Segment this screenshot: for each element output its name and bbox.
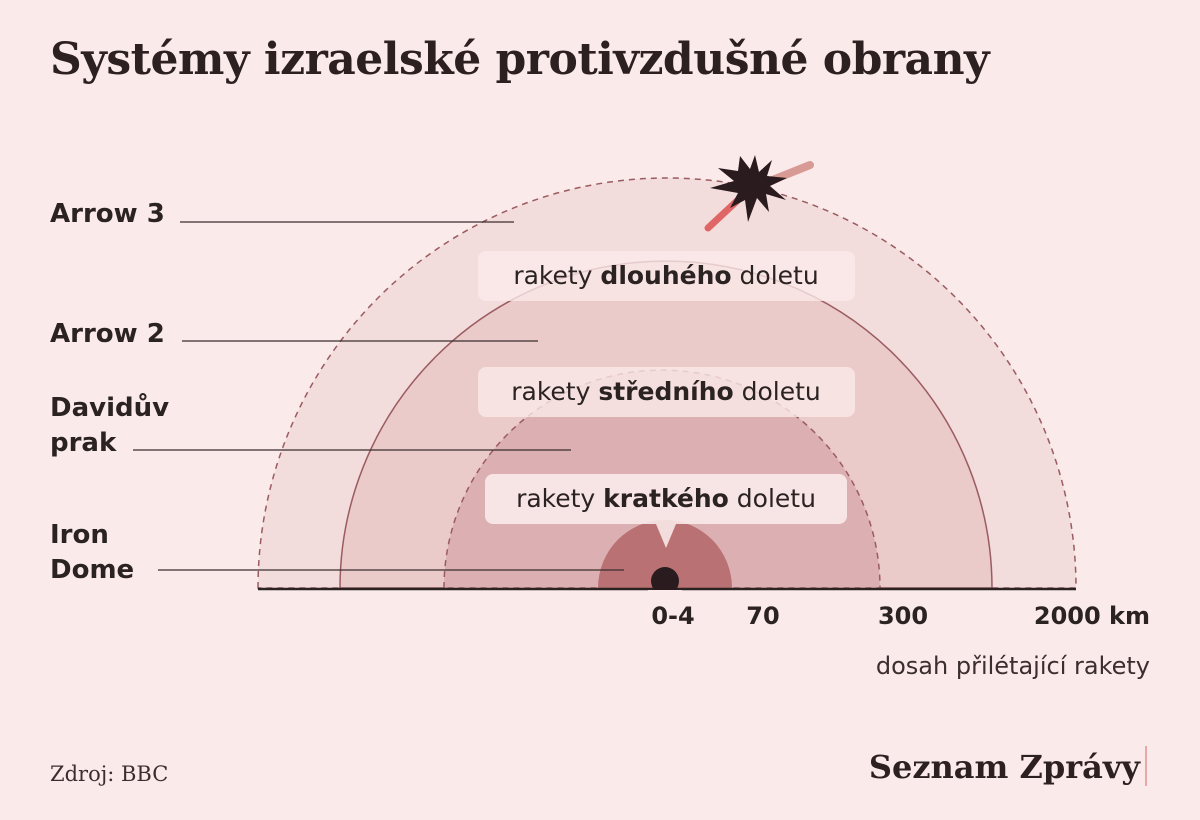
long-range-label: rakety dlouhého doletu [513,261,818,290]
axis-label: dosah přilétající rakety [876,652,1150,680]
system-label-arrow3: Arrow 3 [50,199,165,229]
origin-marker-mask [648,590,682,598]
short-range-callout: rakety kratkého doletu [485,474,847,548]
axis-tick-2000-km: 2000 km [1034,602,1150,630]
system-label-arrow2: Arrow 2 [50,319,165,349]
iron-dome-range-arc [598,520,732,588]
origin-marker [651,567,679,595]
axis-tick-0-4: 0-4 [651,602,694,630]
short-range-label: rakety kratkého doletu [516,484,816,513]
explosion-icon [710,155,787,222]
long-range-callout: rakety dlouhého doletu [478,251,855,301]
axis-tick-70: 70 [746,602,779,630]
source-credit: Zdroj: BBC [50,762,169,786]
medium-range-callout: rakety středního doletu [478,367,855,417]
medium-range-label: rakety středního doletu [511,377,821,406]
axis-tick-300: 300 [878,602,928,630]
brand-accent-bar [1145,746,1147,786]
system-label-davids-sling: Davidův prak [50,392,178,458]
interception-illustration [704,155,814,232]
brand-logo: Seznam Zprávy [868,748,1140,786]
system-label-iron-dome: Iron Dome [50,520,134,585]
page-title: Systémy izraelské protivzdušné obrany [50,34,990,85]
